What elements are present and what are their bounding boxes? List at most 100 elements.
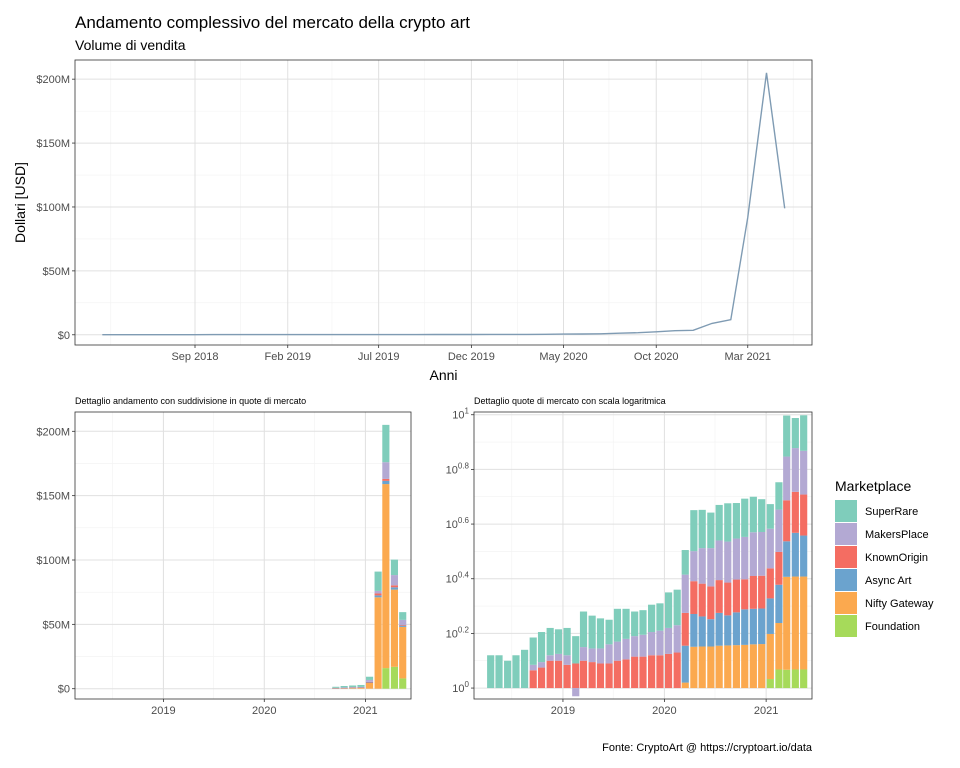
log-bar-knownorigin bbox=[732, 579, 740, 613]
log-bar-knownorigin bbox=[546, 660, 554, 689]
log-bar-knownorigin bbox=[613, 660, 622, 689]
log-bar-superrare bbox=[588, 615, 596, 649]
lin-bar-knownorigin bbox=[374, 593, 382, 596]
legend-swatch bbox=[835, 615, 857, 637]
log-bar-superrare bbox=[775, 482, 783, 510]
log-bar-makersplace bbox=[664, 627, 673, 654]
log-bar-superrare bbox=[572, 636, 580, 664]
log-bar-superrare bbox=[732, 503, 740, 539]
log-bar-nifty-gateway bbox=[749, 644, 757, 689]
log-bar-superrare bbox=[707, 512, 715, 549]
log-bar-superrare bbox=[715, 504, 723, 541]
log-bar-makersplace bbox=[631, 636, 639, 657]
log-bar-knownorigin bbox=[605, 663, 613, 689]
legend-swatch bbox=[835, 569, 857, 591]
log-bar-superrare bbox=[648, 604, 656, 633]
legend-label: Async Art bbox=[865, 575, 911, 587]
lin-bar-nifty-gateway bbox=[365, 682, 374, 689]
log-bar-makersplace bbox=[605, 644, 613, 664]
log-bar-nifty-gateway bbox=[800, 576, 808, 670]
log-bar-knownorigin bbox=[563, 664, 571, 689]
log-bar-knownorigin bbox=[622, 659, 630, 689]
log-bar-knownorigin bbox=[639, 656, 647, 689]
log-bar-makersplace bbox=[732, 538, 740, 580]
lin-bar-async-art bbox=[374, 595, 382, 598]
log-bar-knownorigin bbox=[673, 652, 681, 689]
log-bar-async-art bbox=[749, 608, 757, 645]
line-x-tick-label: Dec 2019 bbox=[448, 351, 495, 363]
log-bar-superrare bbox=[622, 608, 630, 639]
legend-swatch bbox=[835, 500, 857, 522]
log-bar-makersplace bbox=[648, 632, 656, 656]
log-bar-nifty-gateway bbox=[707, 646, 715, 689]
log-bar-superrare bbox=[664, 592, 673, 628]
line-x-tick-label: Jul 2019 bbox=[358, 351, 400, 363]
log-bar-knownorigin bbox=[537, 667, 546, 689]
lin-y-tick-label: $150M bbox=[36, 491, 70, 503]
log-bar-async-art bbox=[690, 613, 698, 647]
log-bar-superrare bbox=[724, 503, 732, 542]
stacked-bar-panel: $0 $50M $100M $150M $200M 2019 2020 2021 bbox=[36, 411, 412, 717]
line-chart-panel: $0 $50M $100M $150M $200M Sep 2018 Feb 2019 Jul… bbox=[12, 59, 813, 383]
log-bar-superrare bbox=[673, 589, 681, 626]
log-bar-makersplace bbox=[554, 653, 563, 661]
log-bar-makersplace bbox=[698, 548, 706, 584]
log-bar-async-art bbox=[766, 598, 774, 634]
legend-swatch bbox=[835, 523, 857, 545]
log-bar-superrare bbox=[758, 499, 766, 532]
log-bar-async-art bbox=[791, 532, 799, 577]
log-bar-makersplace bbox=[588, 648, 596, 663]
log-bar-makersplace bbox=[724, 541, 732, 583]
log-x-tick-label: 2020 bbox=[652, 705, 676, 717]
log-bar-knownorigin bbox=[681, 612, 689, 646]
log-bar-superrare bbox=[605, 619, 613, 645]
lin-bar-foundation bbox=[382, 668, 390, 689]
log-bar-makersplace bbox=[758, 531, 766, 576]
log-bar-superrare bbox=[681, 550, 689, 575]
bottom-right-title: Dettaglio quote di mercato con scala log… bbox=[474, 396, 666, 406]
log-bar-superrare bbox=[783, 415, 791, 457]
log-bar-makersplace bbox=[622, 638, 630, 660]
log-bar-superrare bbox=[529, 637, 537, 665]
log-bar-makersplace bbox=[715, 540, 723, 581]
log-bar-makersplace bbox=[596, 648, 605, 664]
log-bar-superrare bbox=[504, 660, 512, 689]
line-x-tick-label: Sep 2018 bbox=[171, 351, 218, 363]
lin-bar-makersplace bbox=[349, 687, 357, 688]
log-y-tick-exponent: 0.2 bbox=[458, 625, 470, 634]
log-bar-superrare bbox=[749, 496, 757, 533]
log-bar-nifty-gateway bbox=[698, 646, 706, 689]
log-bar-makersplace bbox=[572, 688, 580, 697]
log-bar-knownorigin bbox=[664, 653, 673, 689]
lin-bar-superrare bbox=[332, 686, 340, 688]
lin-bar-knownorigin bbox=[365, 681, 374, 683]
line-x-tick-label: Oct 2020 bbox=[634, 351, 679, 363]
line-x-tick-label: Mar 2021 bbox=[725, 351, 771, 363]
line-x-tick-label: May 2020 bbox=[539, 351, 587, 363]
lin-x-tick-label: 2020 bbox=[252, 705, 276, 717]
log-bar-superrare bbox=[563, 627, 571, 656]
legend-label: Foundation bbox=[865, 621, 920, 633]
lin-bar-nifty-gateway bbox=[374, 597, 382, 689]
log-bar-knownorigin bbox=[766, 568, 774, 599]
lin-border bbox=[74, 411, 412, 700]
legend-label: Nifty Gateway bbox=[865, 598, 934, 610]
log-bar-async-art bbox=[707, 619, 715, 647]
log-bar-async-art bbox=[783, 541, 791, 577]
log-bar-foundation bbox=[775, 669, 783, 689]
lin-bar-nifty-gateway bbox=[382, 484, 390, 669]
log-bar-makersplace bbox=[690, 551, 698, 582]
log-bar-nifty-gateway bbox=[758, 644, 766, 689]
lin-y-tick-label: $50M bbox=[42, 619, 70, 631]
log-bar-makersplace bbox=[546, 655, 554, 661]
log-bar-nifty-gateway bbox=[766, 633, 774, 680]
log-bar-knownorigin bbox=[690, 581, 698, 614]
log-bar-async-art bbox=[681, 645, 689, 683]
log-y-tick-label: 101 bbox=[452, 407, 469, 422]
legend: Marketplace SuperRare MakersPlace KnownOrig… bbox=[835, 478, 934, 637]
log-bar-knownorigin bbox=[775, 551, 783, 585]
log-bar-makersplace bbox=[673, 625, 681, 653]
log-bar-superrare bbox=[766, 504, 774, 529]
